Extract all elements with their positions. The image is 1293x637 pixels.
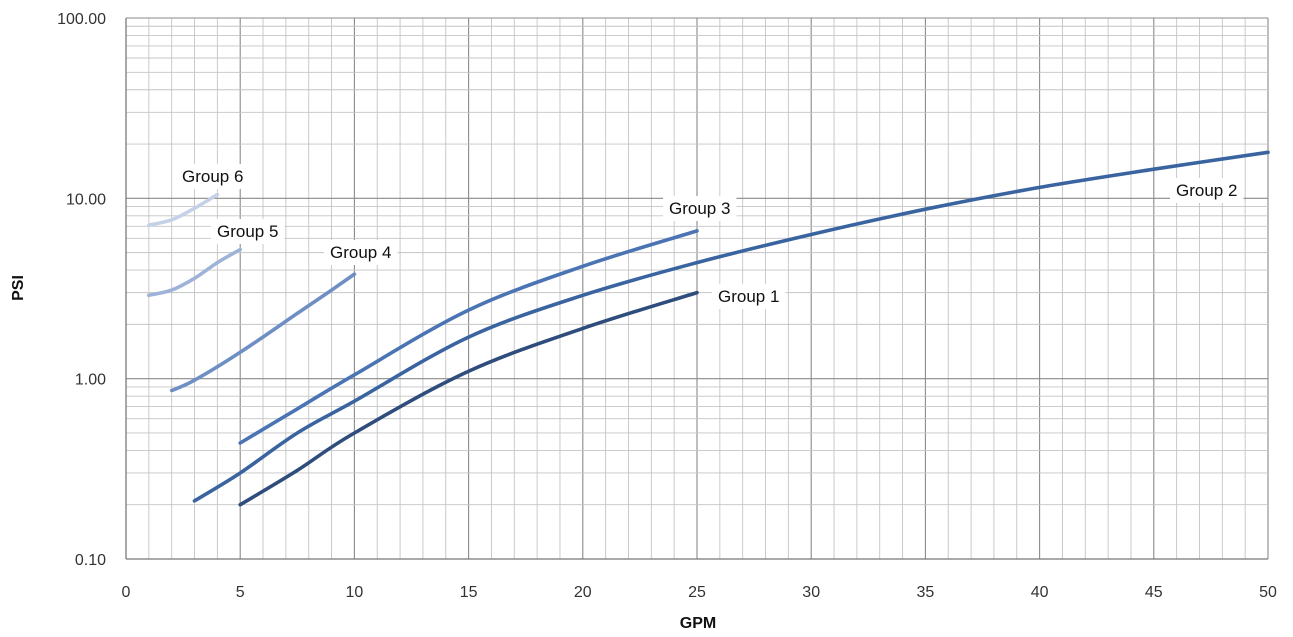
y-tick-label: 10.00 (66, 191, 106, 208)
y-tick-label: 100.00 (57, 11, 106, 28)
x-tick-label: 5 (236, 584, 245, 601)
y-tick-label: 0.10 (75, 552, 106, 569)
series-label-text: Group 3 (669, 199, 730, 218)
x-tick-label: 10 (346, 584, 364, 601)
series-label-background (712, 284, 786, 309)
x-tick-label: 50 (1259, 584, 1277, 601)
x-tick-label: 15 (460, 584, 478, 601)
x-tick-label: 25 (688, 584, 706, 601)
series-line-group-3 (238, 229, 699, 445)
series-label-group-1: Group 1 (712, 284, 786, 309)
x-tick-label: 40 (1031, 584, 1049, 601)
series-label-text: Group 4 (330, 243, 391, 262)
series-label-text: Group 5 (217, 222, 278, 241)
series-label-background (1170, 178, 1244, 203)
y-axis-title: PSI (10, 275, 27, 301)
series-line-group-2 (192, 150, 1270, 503)
x-tick-label: 20 (574, 584, 592, 601)
grid (125, 17, 1269, 560)
series-label-text: Group 6 (182, 167, 243, 186)
series-line-group-6 (147, 192, 220, 227)
series-label-group-2: Group 2 (1170, 178, 1244, 203)
series-labels: Group 1 Group 2 Group 3 Group 4 Group 5 Group… (176, 164, 1244, 309)
x-tick-label: 45 (1145, 584, 1163, 601)
series-label-background (176, 164, 250, 189)
series-lines (147, 150, 1270, 507)
series-label-background (324, 240, 398, 265)
series-label-text: Group 2 (1176, 181, 1237, 200)
series-line-group-5 (147, 247, 242, 298)
series-line-group-4 (169, 272, 357, 393)
x-tick-label: 0 (122, 584, 131, 601)
series-label-group-6: Group 6 (176, 164, 250, 189)
x-tick-label: 35 (917, 584, 935, 601)
tick-labels: 0 5 10 15 20 25 30 35 40 45 50 0.10 1.00 10.00 100.00 (57, 11, 1277, 601)
series-label-text: Group 1 (718, 287, 779, 306)
series-label-background (663, 196, 737, 221)
series-label-background (211, 219, 285, 244)
series-line-group-1 (238, 290, 699, 507)
series-label-group-3: Group 3 (663, 196, 737, 221)
series-label-group-5: Group 5 (211, 219, 285, 244)
x-tick-label: 30 (802, 584, 820, 601)
y-tick-label: 1.00 (75, 372, 106, 389)
series-label-group-4: Group 4 (324, 240, 398, 265)
x-axis-title: GPM (680, 615, 716, 632)
